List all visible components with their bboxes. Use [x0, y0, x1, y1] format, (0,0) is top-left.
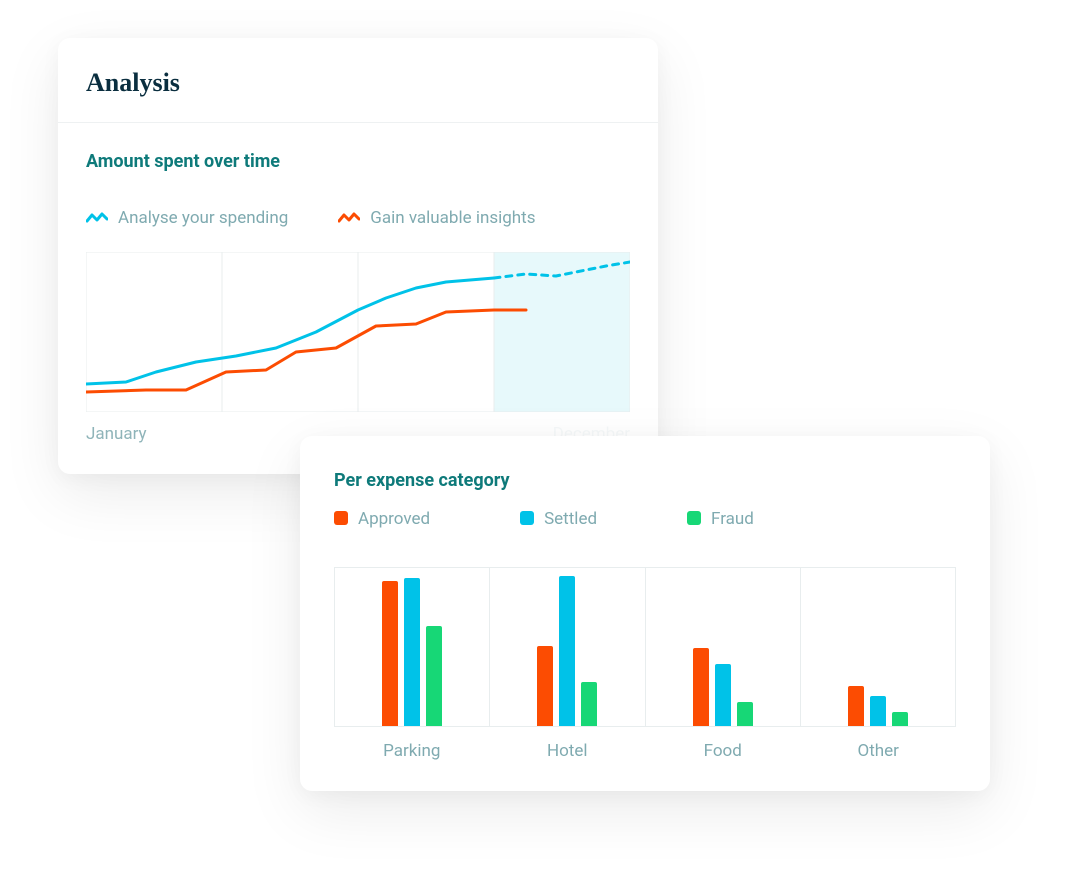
bar-label: Food	[645, 741, 801, 761]
square-icon	[334, 511, 348, 525]
section-title-category: Per expense category	[334, 470, 956, 491]
bar-approved	[693, 648, 709, 726]
bar-group	[490, 568, 645, 726]
bar-group	[646, 568, 801, 726]
bar-approved	[382, 581, 398, 726]
square-icon	[520, 511, 534, 525]
bar-label: Parking	[334, 741, 490, 761]
bar-settled	[559, 576, 575, 726]
legend-label: Settled	[544, 509, 597, 529]
bar-settled	[715, 664, 731, 726]
section-title-amount: Amount spent over time	[58, 123, 658, 172]
bar-fraud	[426, 626, 442, 726]
zigzag-icon	[86, 211, 108, 225]
zigzag-icon	[338, 211, 360, 225]
bar-fraud	[581, 682, 597, 726]
line-chart-container	[58, 252, 658, 412]
bar-fraud	[737, 702, 753, 726]
square-icon	[687, 511, 701, 525]
legend-item-settled: Settled	[520, 509, 597, 529]
bar-label: Other	[801, 741, 957, 761]
legend-label: Gain valuable insights	[370, 208, 535, 228]
bar-chart	[334, 567, 956, 727]
bar-settled	[404, 578, 420, 726]
bar-label: Hotel	[490, 741, 646, 761]
bar-group	[334, 568, 490, 726]
bar-approved	[537, 646, 553, 726]
bar-group	[801, 568, 956, 726]
analysis-card: Analysis Amount spent over time Analyse …	[58, 38, 658, 474]
category-card: Per expense category Approved Settled Fr…	[300, 436, 990, 791]
card-title: Analysis	[58, 68, 658, 123]
legend-item-approved: Approved	[334, 509, 430, 529]
legend-label: Analyse your spending	[118, 208, 288, 228]
legend-item-fraud: Fraud	[687, 509, 754, 529]
bar-approved	[848, 686, 864, 726]
xaxis-label-start: January	[86, 424, 147, 444]
line-chart	[86, 252, 630, 412]
bar-fraud	[892, 712, 908, 726]
bar-chart-labels: ParkingHotelFoodOther	[334, 741, 956, 761]
bar-settled	[870, 696, 886, 726]
legend-label: Fraud	[711, 509, 754, 529]
legend-item-insights: Gain valuable insights	[338, 208, 535, 228]
legend-item-spending: Analyse your spending	[86, 208, 288, 228]
legend-label: Approved	[358, 509, 430, 529]
bar-legend: Approved Settled Fraud	[334, 509, 956, 529]
line-legend: Analyse your spending Gain valuable insi…	[58, 172, 658, 252]
